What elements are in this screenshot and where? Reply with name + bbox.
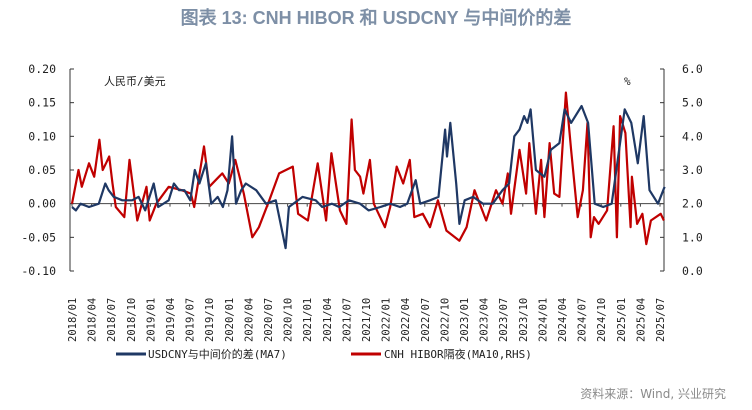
x-tick-label: 2018/07 (106, 298, 118, 342)
x-tick-label: 2025/01 (616, 298, 628, 342)
x-tick-label: 2023/01 (459, 298, 471, 342)
legend-label-usdcny: USDCNY与中间价的差(MA7) (148, 347, 287, 361)
x-tick-label: 2018/04 (87, 298, 99, 342)
x-tick-label: 2019/10 (204, 298, 216, 342)
left-tick-label: 0.05 (28, 163, 56, 177)
right-tick-label: 3.0 (682, 163, 703, 177)
x-tick-label: 2018/01 (67, 298, 79, 342)
x-tick-label: 2021/01 (302, 298, 314, 342)
legend: USDCNY与中间价的差(MA7) CNH HIBOR隔夜(MA10,RHS) (116, 347, 532, 361)
x-tick-label: 2021/10 (361, 298, 373, 342)
x-tick-label: 2020/04 (243, 298, 255, 342)
x-tick-label: 2023/04 (479, 298, 491, 342)
x-tick-label: 2022/07 (420, 298, 432, 342)
left-tick-label: 0.15 (28, 96, 56, 110)
x-tick-label: 2024/04 (557, 298, 569, 342)
left-tick-label: 0.10 (28, 129, 56, 143)
x-tick-label: 2018/10 (126, 298, 138, 342)
usdcny-spread-line (71, 104, 666, 250)
left-axis-label: 人民币/美元 (104, 75, 166, 88)
right-axis-label: % (624, 75, 631, 88)
cnh-hibor-line (70, 91, 665, 246)
right-tick-label: 5.0 (682, 96, 703, 110)
x-tick-label: 2022/04 (400, 298, 412, 342)
x-tick-label: 2025/04 (635, 298, 647, 342)
x-tick-label: 2024/07 (577, 298, 589, 342)
right-tick-label: 2.0 (682, 197, 703, 211)
left-tick-label: 0.20 (28, 62, 56, 76)
source-note: 资料来源：Wind, 兴业研究 (580, 386, 726, 401)
x-tick-label: 2020/07 (263, 298, 275, 342)
x-tick-label: 2019/04 (165, 298, 177, 342)
x-tick-label: 2023/10 (518, 298, 530, 342)
x-tick-label: 2019/01 (145, 298, 157, 342)
legend-label-hibor: CNH HIBOR隔夜(MA10,RHS) (384, 347, 532, 361)
right-tick-label: 0.0 (682, 264, 703, 278)
x-tick-label: 2020/10 (283, 298, 295, 342)
left-tick-label: -0.10 (21, 264, 56, 278)
right-tick-label: 4.0 (682, 129, 703, 143)
x-tick-label: 2025/07 (655, 298, 667, 342)
x-tick-label: 2020/01 (224, 298, 236, 342)
x-tick-label: 2024/01 (537, 298, 549, 342)
x-tick-label: 2024/10 (596, 298, 608, 342)
x-tick-label: 2022/01 (381, 298, 393, 342)
right-tick-label: 1.0 (682, 230, 703, 244)
chart-title: 图表 13: CNH HIBOR 和 USDCNY 与中间价的差 (180, 8, 572, 28)
x-tick-label: 2021/04 (322, 298, 334, 342)
x-tick-label: 2022/10 (439, 298, 451, 342)
left-tick-label: 0.00 (28, 197, 56, 211)
left-tick-label: -0.05 (21, 230, 56, 244)
x-tick-label: 2023/07 (498, 298, 510, 342)
x-tick-label: 2019/07 (185, 298, 197, 342)
x-tick-label: 2021/07 (341, 298, 353, 342)
right-tick-label: 6.0 (682, 62, 703, 76)
